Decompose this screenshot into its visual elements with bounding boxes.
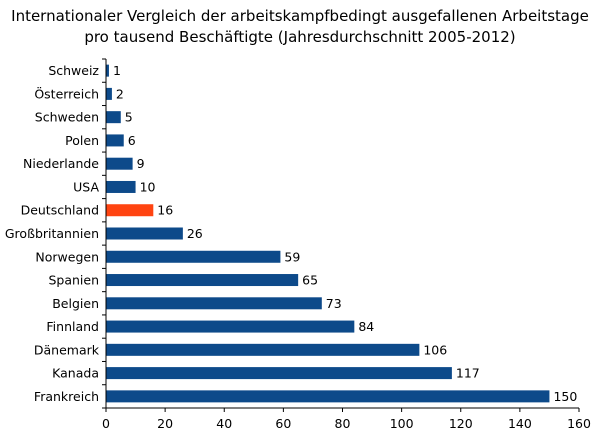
x-tick-label: 120 (449, 416, 473, 431)
bar (106, 157, 133, 170)
bar (106, 390, 550, 403)
bar (106, 250, 281, 263)
x-tick-label: 60 (275, 416, 291, 431)
category-label: Polen (65, 133, 99, 148)
category-label: Norwegen (35, 249, 99, 264)
category-label: Kanada (52, 366, 99, 381)
chart-title-line-1: Internationaler Vergleich der arbeitskam… (11, 7, 589, 25)
data-label: 5 (125, 110, 133, 125)
data-label: 1 (113, 63, 121, 78)
data-label: 59 (284, 249, 300, 264)
x-tick-label: 100 (390, 416, 414, 431)
bar (106, 274, 299, 287)
bar (106, 111, 121, 124)
data-label: 73 (326, 296, 342, 311)
data-label: 84 (358, 319, 374, 334)
x-tick-label: 80 (335, 416, 351, 431)
data-label: 106 (423, 342, 447, 357)
x-tick-label: 40 (216, 416, 232, 431)
data-label: 117 (456, 366, 480, 381)
bar (106, 227, 183, 240)
bar (106, 87, 112, 100)
category-label: Deutschland (21, 203, 99, 218)
category-label: Schweden (35, 110, 99, 125)
category-label: Dänemark (34, 342, 100, 357)
x-tick-label: 140 (508, 416, 532, 431)
bar (106, 204, 154, 217)
data-label: 65 (302, 273, 318, 288)
data-label: 2 (116, 86, 124, 101)
category-label: Belgien (52, 296, 99, 311)
category-label: Großbritannien (5, 226, 99, 241)
bar (106, 297, 322, 310)
x-tick-label: 0 (102, 416, 110, 431)
x-tick-label: 20 (157, 416, 173, 431)
category-label: USA (73, 179, 99, 194)
category-label: Österreich (34, 85, 99, 101)
category-label: Frankreich (34, 389, 99, 404)
category-label: Spanien (48, 273, 99, 288)
data-label: 26 (187, 226, 203, 241)
x-tick-label: 160 (567, 416, 591, 431)
data-label: 150 (553, 389, 577, 404)
bar (106, 320, 355, 333)
data-label: 16 (157, 203, 173, 218)
bar (106, 64, 109, 77)
category-label: Schweiz (48, 63, 99, 78)
data-label: 6 (128, 133, 136, 148)
category-label: Niederlande (23, 156, 99, 171)
bar (106, 367, 452, 380)
bar (106, 343, 420, 356)
category-label: Finnland (46, 319, 99, 334)
data-label: 10 (140, 179, 156, 194)
chart-title-line-2: pro tausend Beschäftigte (Jahresdurchsch… (84, 28, 516, 46)
bar (106, 134, 124, 147)
data-label: 9 (137, 156, 145, 171)
bar (106, 180, 136, 193)
